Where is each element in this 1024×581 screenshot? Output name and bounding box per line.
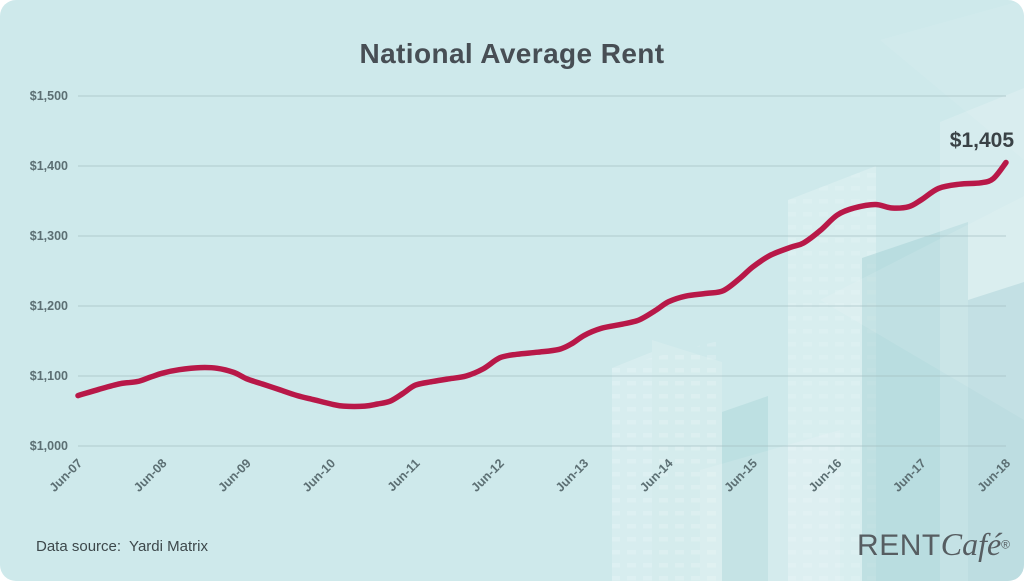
x-tick-label: Jun-14 xyxy=(637,456,675,494)
y-tick-label: $1,100 xyxy=(30,369,68,383)
x-tick-label: Jun-08 xyxy=(131,456,169,494)
y-tick-label: $1,000 xyxy=(30,439,68,453)
data-source: Data source: Yardi Matrix xyxy=(36,538,208,555)
registered-trademark-icon: ® xyxy=(1001,537,1010,552)
x-tick-label: Jun-18 xyxy=(975,456,1013,494)
y-tick-label: $1,400 xyxy=(30,159,68,173)
y-tick-label: $1,300 xyxy=(30,229,68,243)
x-tick-label: Jun-07 xyxy=(47,456,85,494)
final-value-label: $1,405 xyxy=(949,129,1014,152)
x-tick-label: Jun-11 xyxy=(385,456,423,494)
y-tick-label: $1,200 xyxy=(30,299,68,313)
x-tick-label: Jun-15 xyxy=(722,456,760,494)
logo-cafe-text: Café xyxy=(940,526,1002,562)
x-tick-label: Jun-13 xyxy=(553,456,591,494)
data-source-value: Yardi Matrix xyxy=(129,538,208,555)
chart-title: National Average Rent xyxy=(359,38,665,69)
x-tick-label: Jun-10 xyxy=(300,456,338,494)
x-tick-label: Jun-09 xyxy=(215,456,253,494)
data-source-label: Data source: xyxy=(36,538,122,555)
logo-rent-text: RENT xyxy=(857,529,941,562)
x-tick-label: Jun-17 xyxy=(890,456,928,494)
y-tick-label: $1,500 xyxy=(30,89,68,103)
rentcafe-logo: RENTCafé® xyxy=(857,526,1010,563)
x-tick-label: Jun-12 xyxy=(469,456,507,494)
x-tick-label: Jun-16 xyxy=(806,456,844,494)
rent-trend-line xyxy=(75,159,1009,410)
